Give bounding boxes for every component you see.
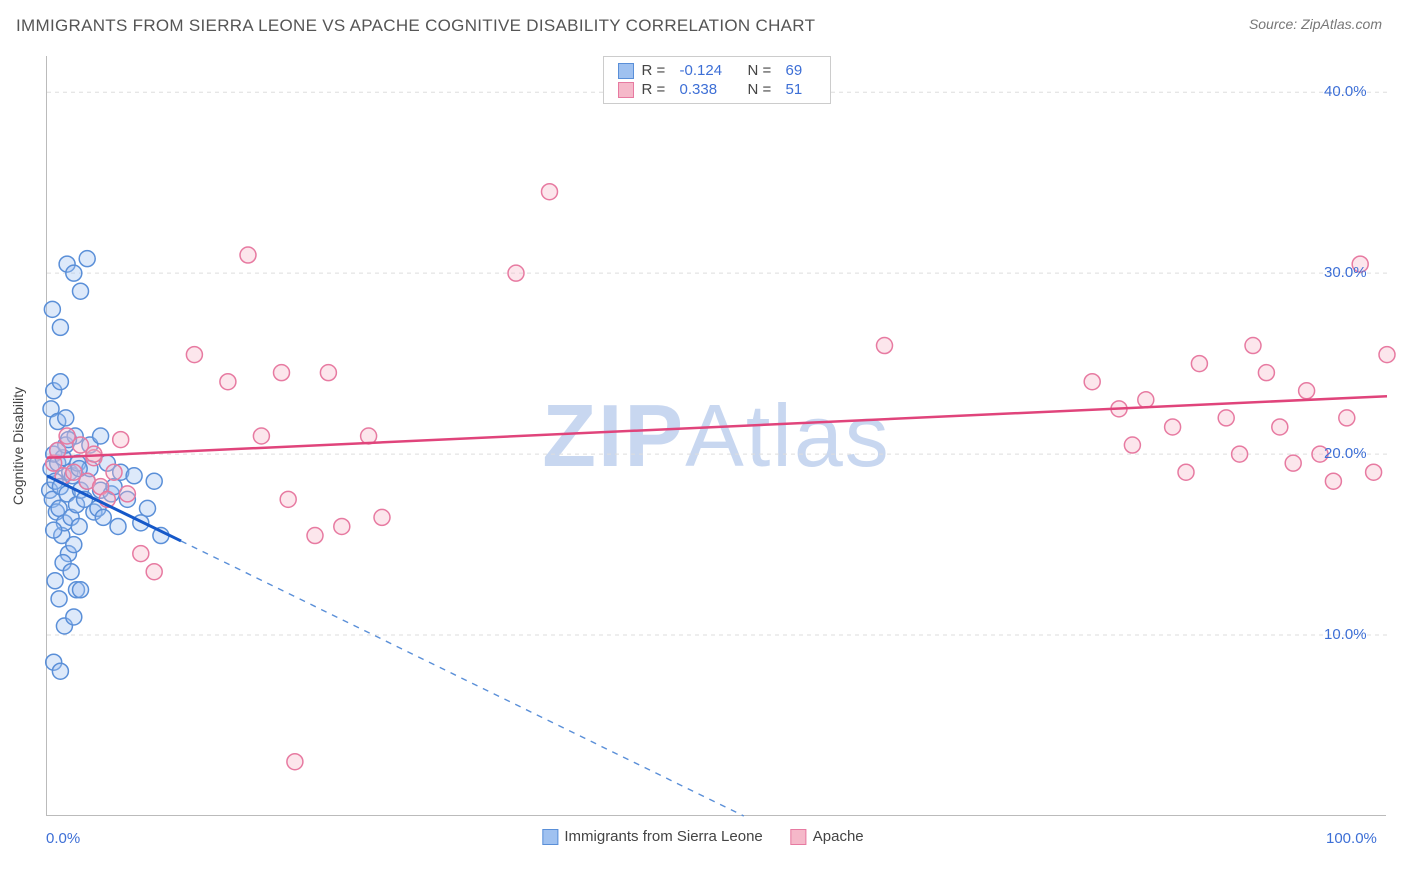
source-name: ZipAtlas.com [1301, 16, 1382, 32]
legend-swatch [542, 829, 558, 845]
legend-label: Apache [813, 828, 864, 845]
data-point-apache [320, 365, 336, 381]
source-label: Source: [1249, 16, 1297, 32]
data-point-sierra_leone [79, 251, 95, 267]
stats-swatch [618, 82, 634, 98]
y-tick-label: 40.0% [1324, 83, 1367, 100]
data-point-sierra_leone [66, 265, 82, 281]
data-point-apache [1299, 383, 1315, 399]
data-point-apache [1138, 392, 1154, 408]
stats-n-value: 51 [786, 81, 816, 98]
data-point-apache [1191, 356, 1207, 372]
x-tick-label: 100.0% [1326, 830, 1377, 847]
data-point-sierra_leone [146, 473, 162, 489]
legend-item: Apache [791, 828, 864, 845]
data-point-apache [1379, 347, 1395, 363]
data-point-apache [240, 247, 256, 263]
trendline-dashed-sierra_leone [181, 541, 744, 816]
data-point-apache [146, 564, 162, 580]
x-tick-label: 0.0% [46, 830, 80, 847]
stats-n-value: 69 [786, 62, 816, 79]
data-point-apache [374, 509, 390, 525]
data-point-sierra_leone [52, 374, 68, 390]
data-point-apache [186, 347, 202, 363]
data-point-sierra_leone [46, 522, 62, 538]
data-point-sierra_leone [44, 301, 60, 317]
data-point-apache [253, 428, 269, 444]
data-point-apache [119, 486, 135, 502]
data-point-apache [334, 518, 350, 534]
data-point-sierra_leone [73, 582, 89, 598]
data-point-apache [542, 184, 558, 200]
chart-plot-area: ZIPAtlas R =-0.124N =69R =0.338N =51 [46, 56, 1386, 816]
chart-title: IMMIGRANTS FROM SIERRA LEONE VS APACHE C… [16, 16, 815, 36]
stats-n-label: N = [748, 62, 778, 79]
data-point-sierra_leone [52, 663, 68, 679]
data-point-sierra_leone [58, 410, 74, 426]
data-point-apache [1084, 374, 1100, 390]
data-point-sierra_leone [93, 428, 109, 444]
data-point-apache [1339, 410, 1355, 426]
data-point-apache [287, 754, 303, 770]
data-point-sierra_leone [126, 468, 142, 484]
data-point-apache [1325, 473, 1341, 489]
data-point-apache [1232, 446, 1248, 462]
data-point-apache [1245, 338, 1261, 354]
data-point-sierra_leone [110, 518, 126, 534]
data-point-apache [1178, 464, 1194, 480]
data-point-sierra_leone [66, 537, 82, 553]
trendline-apache [47, 396, 1387, 458]
data-point-sierra_leone [52, 319, 68, 335]
stats-n-label: N = [748, 81, 778, 98]
y-tick-label: 30.0% [1324, 264, 1367, 281]
y-axis-label: Cognitive Disability [10, 387, 26, 505]
stats-r-label: R = [642, 81, 672, 98]
data-point-apache [1258, 365, 1274, 381]
data-point-sierra_leone [47, 573, 63, 589]
y-tick-label: 20.0% [1324, 445, 1367, 462]
legend-swatch [791, 829, 807, 845]
data-point-sierra_leone [66, 609, 82, 625]
data-point-apache [106, 464, 122, 480]
data-point-apache [307, 528, 323, 544]
chart-svg [47, 56, 1386, 815]
stats-r-value: 0.338 [680, 81, 740, 98]
stats-swatch [618, 63, 634, 79]
data-point-sierra_leone [73, 283, 89, 299]
data-point-apache [1366, 464, 1382, 480]
stats-r-label: R = [642, 62, 672, 79]
data-point-apache [877, 338, 893, 354]
bottom-legend: Immigrants from Sierra Leone Apache [542, 828, 863, 845]
data-point-apache [274, 365, 290, 381]
data-point-apache [113, 432, 129, 448]
data-point-apache [220, 374, 236, 390]
y-tick-label: 10.0% [1324, 626, 1367, 643]
data-point-sierra_leone [51, 591, 67, 607]
data-point-apache [133, 546, 149, 562]
stats-row-sierra_leone: R = -0.124 N = 69 [618, 61, 816, 80]
data-point-apache [280, 491, 296, 507]
stats-r-value: -0.124 [680, 62, 740, 79]
data-point-sierra_leone [63, 564, 79, 580]
legend-item: Immigrants from Sierra Leone [542, 828, 762, 845]
data-point-sierra_leone [140, 500, 156, 516]
stats-row-apache: R = 0.338 N = 51 [618, 80, 816, 99]
data-point-apache [1165, 419, 1181, 435]
data-point-apache [1285, 455, 1301, 471]
source-attribution: Source: ZipAtlas.com [1249, 16, 1382, 32]
data-point-apache [1124, 437, 1140, 453]
data-point-apache [1272, 419, 1288, 435]
data-point-apache [508, 265, 524, 281]
data-point-apache [1218, 410, 1234, 426]
data-point-sierra_leone [95, 509, 111, 525]
data-point-sierra_leone [71, 518, 87, 534]
stats-legend-box: R = -0.124 N = 69 R = 0.338 N = 51 [603, 56, 831, 104]
legend-label: Immigrants from Sierra Leone [564, 828, 762, 845]
